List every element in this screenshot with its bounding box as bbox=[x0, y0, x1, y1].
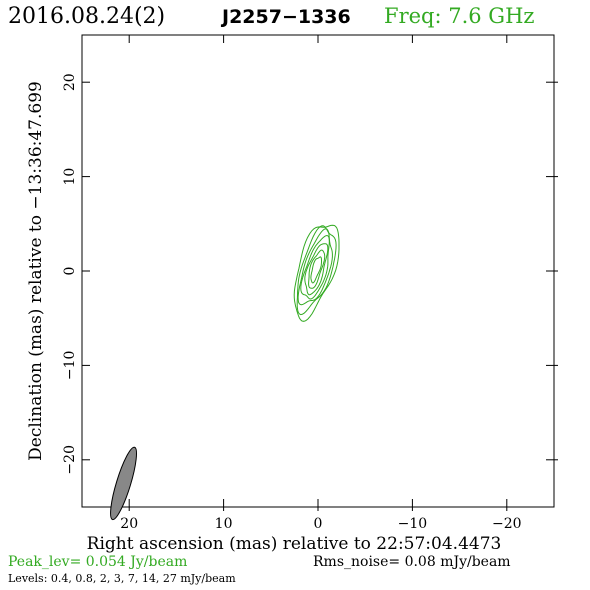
x-tick-label: −10 bbox=[398, 516, 428, 532]
y-tick-label: 10 bbox=[62, 168, 78, 186]
rms-noise: Rms_noise= 0.08 mJy/beam bbox=[313, 554, 511, 570]
beam-shape bbox=[110, 446, 137, 521]
contour-level-2 bbox=[296, 225, 337, 316]
plot-frame bbox=[81, 34, 555, 508]
y-tick-label: −10 bbox=[62, 351, 78, 381]
y-tick-label: 20 bbox=[62, 73, 78, 91]
source-name: J2257−1336 bbox=[220, 6, 351, 28]
contour-level-4 bbox=[300, 235, 330, 300]
contour-level-6 bbox=[308, 249, 326, 289]
x-tick-label: 10 bbox=[215, 516, 233, 532]
x-tick-label: 0 bbox=[314, 516, 323, 532]
observation-date: 2016.08.24(2) bbox=[8, 4, 165, 29]
beam-ellipse bbox=[110, 446, 137, 521]
y-tick-label: 0 bbox=[62, 267, 78, 276]
x-axis-label: Right ascension (mas) relative to 22:57:… bbox=[87, 534, 502, 554]
contour-level-7 bbox=[310, 256, 322, 284]
contour-level-3 bbox=[297, 228, 333, 306]
contour-level-1 bbox=[293, 224, 340, 322]
contour-levels: Levels: 0.4, 0.8, 2, 3, 7, 14, 27 mJy/be… bbox=[8, 572, 236, 585]
y-axis-label: Declination (mas) relative to −13:36:47.… bbox=[26, 81, 46, 461]
contour-lines bbox=[293, 224, 340, 322]
peak-level: Peak_lev= 0.054 Jy/beam bbox=[8, 554, 187, 570]
y-tick-label: −20 bbox=[62, 445, 78, 475]
x-tick-label: −20 bbox=[492, 516, 522, 532]
x-tick-labels: 20 10 0 −10 −20 bbox=[120, 516, 521, 532]
frequency-label: Freq: 7.6 GHz bbox=[384, 4, 534, 28]
axis-ticks bbox=[82, 35, 558, 511]
x-tick-label: 20 bbox=[120, 516, 138, 532]
contour-level-5 bbox=[304, 243, 329, 296]
y-tick-labels: 20 10 0 −10 −20 bbox=[62, 73, 78, 474]
